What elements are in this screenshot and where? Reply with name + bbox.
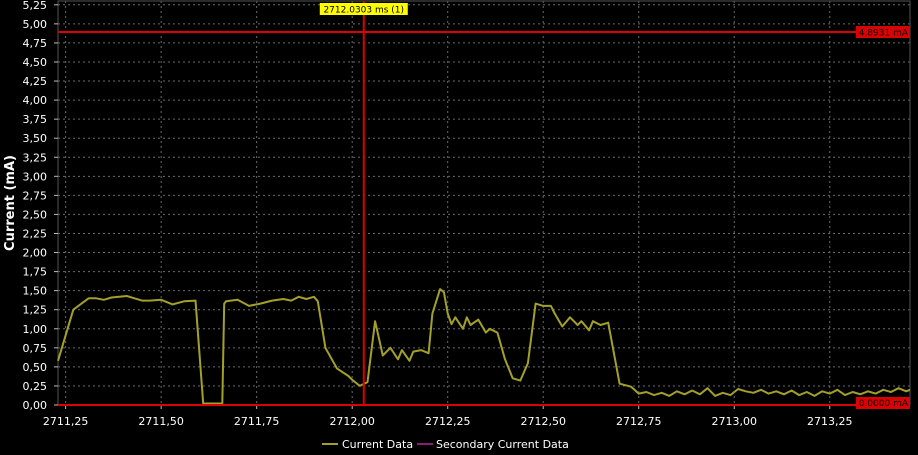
x-tick-label: 2713,00 <box>712 415 758 428</box>
y-tick-label: 1,50 <box>23 285 48 298</box>
y-tick-label: 2,00 <box>23 247 48 260</box>
x-tick-label: 2711,75 <box>234 415 280 428</box>
x-tick-label: 2713,25 <box>807 415 853 428</box>
y-tick-label: 2,50 <box>23 208 48 221</box>
x-axis: 2711,25 2711,50 2711,75 2712,00 2712,25 2712,… <box>43 405 853 428</box>
y-tick-label: 3,00 <box>23 170 48 183</box>
cursor-layer[interactable]: 2712.0303 ms (1) 4.8931 mA 0.0000 mA <box>58 1 910 409</box>
y-tick-label: 0,50 <box>23 361 48 374</box>
x-tick-label: 2712,75 <box>616 415 662 428</box>
baseline-cursor-label-bg <box>856 397 910 409</box>
grid-layer <box>58 1 910 406</box>
x-tick-label: 2711,50 <box>138 415 184 428</box>
y-tick-label: 4,00 <box>23 94 48 107</box>
vertical-cursor-label: 2712.0303 ms (1) <box>323 6 404 16</box>
y-tick-label: 2,25 <box>23 227 48 240</box>
y-tick-label: 5,25 <box>23 0 48 12</box>
x-tick-label: 2712,25 <box>425 415 471 428</box>
y-tick-label: 1,75 <box>23 266 48 279</box>
vertical-cursor-label-bg <box>319 3 408 15</box>
y-tick-label: 0,00 <box>23 399 48 412</box>
series-layer <box>57 288 911 405</box>
horizontal-cursor-label-bg <box>856 26 910 39</box>
y-tick-label: 4,25 <box>23 75 48 88</box>
legend-label-secondary-current-data: Secondary Current Data <box>436 438 569 451</box>
y-tick-label: 5,00 <box>23 18 48 31</box>
legend-label-current-data: Current Data <box>342 438 413 451</box>
y-tick-label: 3,75 <box>23 113 48 126</box>
series-line-current-data <box>57 288 911 405</box>
y-tick-label: 0,25 <box>23 380 48 393</box>
y-tick-label: 4,75 <box>23 37 48 50</box>
horizontal-cursor-label: 4.8931 mA <box>859 29 909 39</box>
legend: Current Data Secondary Current Data <box>322 438 569 451</box>
y-tick-label: 4,50 <box>23 56 48 69</box>
y-tick-label: 3,25 <box>23 151 48 164</box>
y-tick-label: 2,75 <box>23 189 48 202</box>
y-tick-label: 3,50 <box>23 132 48 145</box>
baseline-cursor-label: 0.0000 mA <box>859 399 909 409</box>
y-axis: 0,00 0,25 0,50 0,75 1,00 1,25 1,50 1,75 2,00 2,25… <box>23 0 58 412</box>
y-tick-label: 1,00 <box>23 323 48 336</box>
x-tick-label: 2711,25 <box>43 415 89 428</box>
y-tick-label: 0,75 <box>23 342 48 355</box>
x-tick-label: 2712,00 <box>329 415 375 428</box>
y-axis-label: Current (mA) <box>3 155 18 251</box>
x-tick-label: 2712,50 <box>520 415 566 428</box>
y-tick-label: 1,25 <box>23 304 48 317</box>
